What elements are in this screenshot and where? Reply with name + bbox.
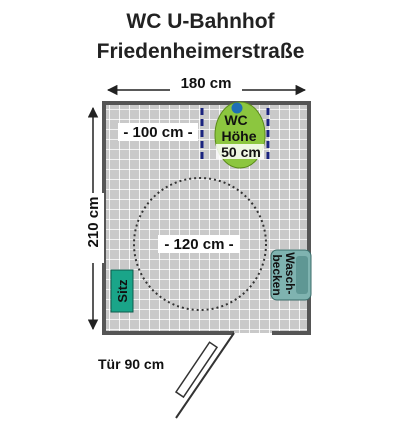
sink-label: Wasch- becken bbox=[270, 252, 297, 298]
page-title-line1: WC U-Bahnhof bbox=[126, 10, 275, 33]
door-swing-line bbox=[175, 332, 235, 419]
door bbox=[174, 332, 235, 419]
sink-label-line1: Wasch- bbox=[283, 252, 297, 294]
clearance-label: - 100 cm - bbox=[123, 124, 192, 141]
turning-circle-label: - 120 cm - bbox=[164, 236, 233, 253]
turning-circle-label-bg bbox=[158, 235, 240, 253]
clearance-label-bg bbox=[118, 123, 198, 141]
width-label: 180 cm bbox=[181, 75, 232, 92]
door-label: Tür 90 cm bbox=[98, 356, 164, 372]
wc-label: WC bbox=[224, 112, 247, 128]
seat bbox=[110, 269, 134, 313]
wc-height-value-bg bbox=[216, 144, 264, 159]
turning-circle bbox=[133, 177, 267, 311]
width-label-bg bbox=[170, 74, 242, 92]
seat-label: Sitz bbox=[115, 279, 130, 303]
room-walls bbox=[102, 101, 311, 335]
wc-height-value: 50 cm bbox=[221, 144, 261, 160]
door-leaf bbox=[174, 341, 219, 399]
sink-basin bbox=[296, 256, 308, 294]
height-label-bg bbox=[82, 193, 104, 263]
sink-label-line2: becken bbox=[270, 254, 284, 295]
wc-flush-icon bbox=[231, 102, 243, 114]
page-title-line2: Friedenheimerstraße bbox=[96, 40, 305, 63]
wc-height-label: Höhe bbox=[222, 128, 257, 144]
height-label: 210 cm bbox=[85, 197, 102, 248]
